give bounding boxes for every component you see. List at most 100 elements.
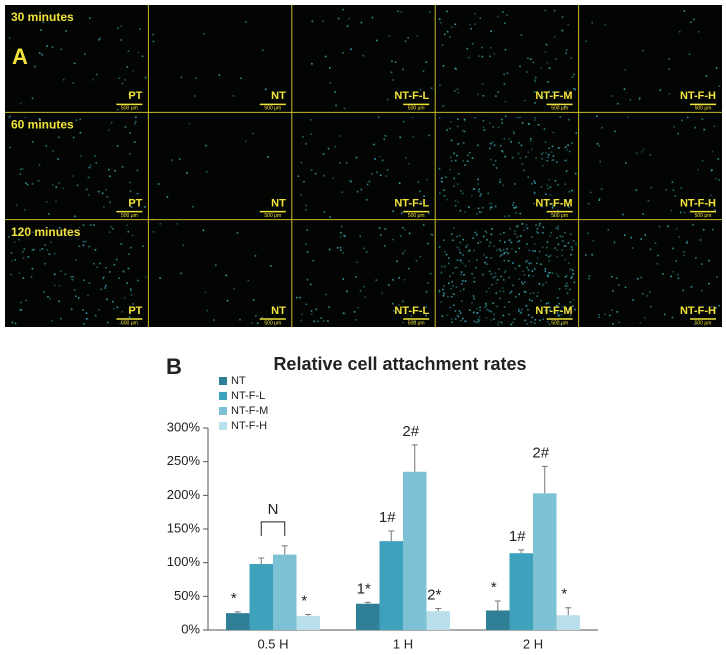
cell-dot — [453, 177, 456, 180]
cell-dot — [568, 118, 570, 121]
cell-dot — [518, 293, 520, 296]
cell-dot — [473, 280, 476, 283]
cell-dot — [402, 68, 404, 71]
cell-dot — [505, 251, 508, 253]
cell-dot — [55, 200, 57, 203]
cell-dot — [302, 136, 304, 138]
cell-dot — [22, 168, 24, 170]
cell-dot — [541, 164, 544, 167]
cell-dot — [58, 300, 60, 303]
cell-dot — [130, 246, 132, 249]
cell-dot — [70, 308, 73, 311]
cell-dot — [519, 157, 522, 159]
cell-dot — [459, 209, 462, 212]
cell-dot — [499, 249, 502, 252]
cell-dot — [105, 188, 107, 191]
cell-dot — [631, 247, 634, 249]
cell-dot — [505, 270, 507, 272]
cell-dot — [112, 228, 114, 230]
panel-label: A — [12, 44, 28, 69]
cell-dot — [145, 276, 147, 278]
cell-dot — [572, 269, 574, 272]
cell-dot — [539, 319, 541, 322]
cell-dot — [567, 24, 570, 26]
cell-dot — [497, 323, 499, 326]
cell-dot — [529, 58, 532, 60]
cell-dot — [549, 186, 552, 188]
cell-dot — [306, 251, 309, 253]
cell-dot — [124, 79, 126, 81]
cell-dot — [508, 215, 510, 217]
cell-dot — [477, 93, 479, 96]
cell-dot — [82, 244, 85, 247]
column-label: PT — [128, 90, 142, 102]
cell-dot — [522, 270, 524, 273]
cell-dot — [567, 242, 570, 244]
cell-dot — [556, 237, 558, 239]
cell-dot — [458, 248, 461, 251]
cell-dot — [477, 207, 480, 210]
cell-dot — [425, 306, 427, 308]
cell-dot — [182, 244, 185, 247]
cell-dot — [129, 153, 132, 155]
cell-dot — [509, 227, 511, 230]
cell-dot — [328, 248, 331, 251]
cell-dot — [565, 170, 568, 172]
cell-dot — [551, 272, 554, 275]
cell-dot — [477, 318, 480, 321]
error-bar — [435, 607, 442, 612]
cell-dot — [37, 180, 40, 182]
cell-dot — [393, 310, 395, 312]
cell-dot — [15, 234, 17, 236]
cell-dot — [502, 184, 504, 187]
cell-dot — [450, 318, 453, 320]
cell-dot — [192, 206, 194, 208]
cell-dot — [474, 231, 477, 234]
y-tick-label: 250% — [167, 453, 201, 468]
cell-dot — [547, 320, 549, 323]
cell-dot — [526, 243, 528, 245]
cell-dot — [697, 31, 700, 33]
cell-dot — [104, 287, 106, 289]
cell-dot — [538, 222, 541, 225]
cell-dot — [635, 189, 638, 191]
cell-dot — [314, 172, 317, 175]
cell-dot — [476, 259, 478, 261]
cell-dot — [590, 191, 592, 194]
cell-dot — [548, 323, 551, 326]
cell-dot — [70, 276, 72, 278]
cell-dot — [454, 23, 457, 26]
cell-dot — [483, 129, 486, 131]
bar-annotation: 1# — [379, 509, 396, 526]
cell-dot — [171, 159, 173, 161]
cell-dot — [400, 11, 403, 13]
cell-dot — [557, 228, 559, 230]
cell-dot — [677, 277, 680, 280]
cell-dot — [107, 129, 110, 131]
cell-dot — [500, 254, 503, 256]
cell-dot — [561, 254, 563, 257]
cell-dot — [591, 21, 593, 24]
cell-dot — [345, 162, 348, 164]
cell-dot — [342, 312, 345, 314]
cell-dot — [481, 83, 484, 85]
cell-dot — [466, 160, 469, 162]
cell-dot — [464, 164, 466, 166]
bar-annotation: * — [231, 590, 237, 607]
cell-dot — [489, 122, 491, 124]
cell-dot — [27, 256, 30, 258]
cell-dot — [508, 239, 511, 241]
cell-dot — [135, 116, 137, 119]
cell-dot — [557, 243, 560, 246]
column-label: NT — [271, 198, 286, 210]
cell-dot — [490, 257, 492, 259]
cell-dot — [126, 282, 128, 284]
cell-dot — [489, 147, 491, 150]
cell-dot — [612, 290, 614, 292]
cell-dot — [397, 10, 399, 13]
cell-dot — [25, 182, 27, 184]
cell-dot — [108, 271, 111, 273]
cell-dot — [701, 160, 704, 162]
cell-dot — [627, 116, 630, 118]
cell-dot — [159, 277, 161, 279]
